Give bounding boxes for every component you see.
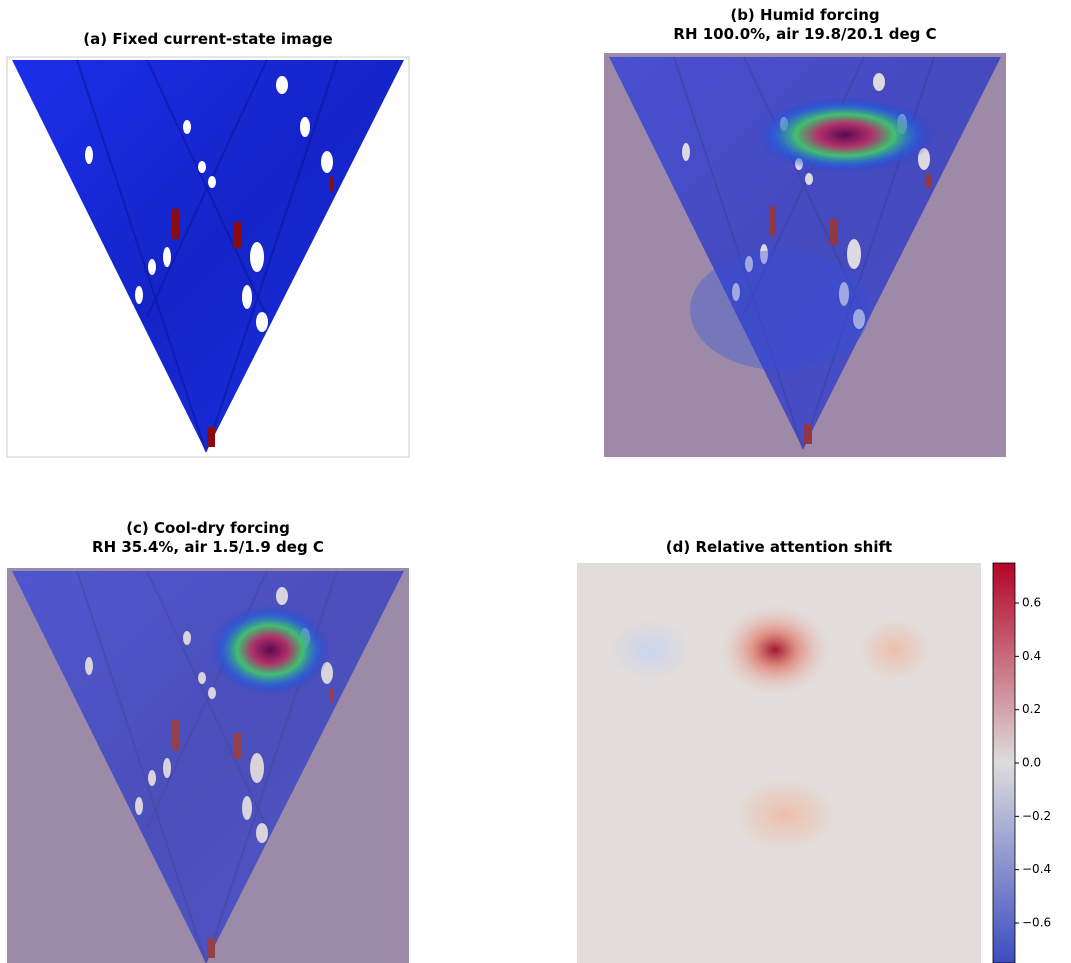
figure: (a) Fixed current-state image (b) Humid …	[0, 0, 1071, 963]
heat-blob	[610, 620, 690, 680]
panel-subtitle: RH 100.0%, air 19.8/20.1 deg C	[673, 25, 936, 43]
colorbar-tick-label: 0.6	[1022, 596, 1041, 610]
overlay	[7, 568, 409, 963]
attention-hotspot	[755, 97, 935, 173]
panel-subtitle: RH 35.4%, air 1.5/1.9 deg C	[92, 538, 324, 556]
panel-title: (a) Fixed current-state image	[83, 30, 332, 48]
attention-hotspot	[210, 605, 330, 695]
colorbar-tick-label: −0.2	[1022, 809, 1051, 823]
panel-title: (c) Cool-dry forcing	[126, 519, 290, 537]
colorbar-tick-label: −0.6	[1022, 916, 1051, 930]
colorbar-tick-label: 0.2	[1022, 702, 1041, 716]
heat-blob	[735, 780, 835, 850]
panel-title: (b) Humid forcing	[730, 6, 879, 24]
heat-blob	[720, 605, 830, 695]
panel-title: (d) Relative attention shift	[666, 538, 892, 556]
colorbar-tick-label: 0.4	[1022, 649, 1041, 663]
panel-c: (c) Cool-dry forcing RH 35.4%, air 1.5/1…	[7, 519, 409, 963]
colorbar: 0.6 0.4 0.2 0.0 −0.2 −0.4 −0.6	[993, 563, 1051, 963]
colorbar-tick-label: −0.4	[1022, 862, 1051, 876]
colorbar-tick-label: 0.0	[1022, 756, 1041, 770]
colorbar-scale	[993, 563, 1015, 963]
panel-d: (d) Relative attention shift	[577, 538, 981, 963]
panel-b: (b) Humid forcing RH 100.0%, air 19.8/20…	[604, 6, 1006, 457]
attention-area	[690, 250, 870, 370]
heat-blob	[860, 620, 930, 680]
panel-a: (a) Fixed current-state image	[7, 30, 409, 457]
